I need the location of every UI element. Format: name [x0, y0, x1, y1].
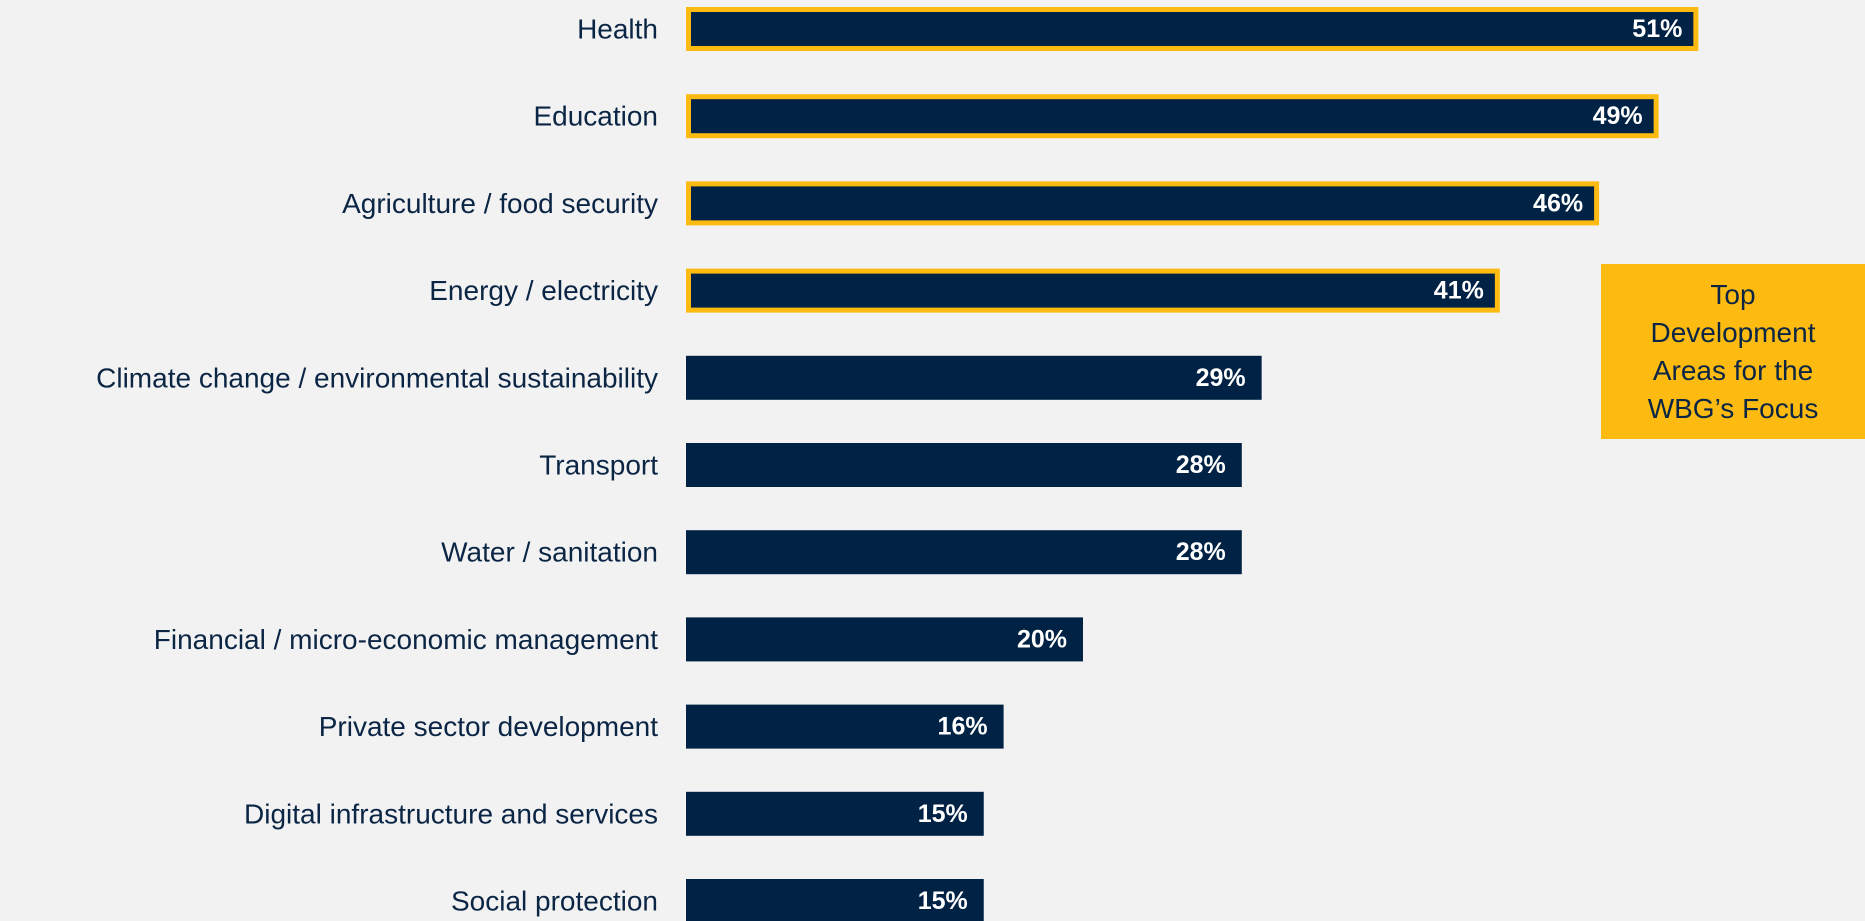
bar-group: Private sector development 16%: [319, 704, 1004, 749]
category-label: Social protection: [451, 886, 658, 917]
category-label: Health: [577, 14, 658, 45]
value-label: 15%: [918, 887, 968, 915]
value-label: 28%: [1176, 451, 1226, 479]
bar-group: Transport 28%: [539, 443, 1242, 487]
callout-line-1: Top: [1710, 278, 1756, 310]
bar: [686, 443, 1242, 487]
bar-group: Climate change / environmental sustainab…: [96, 355, 1262, 400]
bar-highlighted: [686, 181, 1600, 226]
value-label: 29%: [1196, 364, 1246, 392]
bar-group: Water / sanitation 28%: [441, 530, 1242, 575]
category-label: Education: [533, 101, 658, 132]
bar: [686, 530, 1242, 575]
category-label: Digital infrastructure and services: [244, 798, 658, 829]
bar-group: Digital infrastructure and services 15%: [244, 791, 984, 836]
callout-line-3: Areas for the: [1652, 354, 1814, 386]
category-label: Private sector development: [319, 711, 659, 742]
callout-line-2: Development: [1650, 316, 1816, 348]
category-label: Water / sanitation: [441, 537, 658, 568]
value-label: 49%: [1593, 102, 1643, 130]
bar: [686, 355, 1262, 400]
value-label: 16%: [938, 713, 988, 741]
bar: [686, 791, 984, 836]
value-label: 28%: [1176, 538, 1226, 566]
category-label: Agriculture / food security: [342, 188, 658, 219]
bar: [686, 704, 1004, 749]
category-label: Energy / electricity: [429, 275, 658, 306]
callout-text: Top Development Areas for the WBG’s Focu…: [1648, 276, 1819, 428]
top-areas-callout: Top Development Areas for the WBG’s Focu…: [1601, 264, 1865, 439]
category-label: Financial / micro-economic management: [154, 624, 658, 655]
category-label: Climate change / environmental sustainab…: [96, 362, 658, 393]
callout-line-4: WBG’s Focus: [1647, 392, 1819, 424]
category-label: Transport: [539, 450, 658, 481]
bar-group: Education 49%: [533, 94, 1659, 139]
value-label: 46%: [1533, 189, 1583, 217]
bar-group: Energy / electricity 41%: [429, 268, 1500, 313]
value-label: 51%: [1632, 15, 1682, 43]
bar-group: Social protection 15%: [451, 879, 984, 921]
bar-highlighted: [686, 7, 1699, 51]
bar-group: Financial / micro-economic management 20%: [154, 617, 1083, 662]
bar-highlighted: [686, 268, 1500, 313]
value-label: 41%: [1434, 277, 1484, 305]
value-label: 20%: [1017, 625, 1067, 653]
value-label: 15%: [918, 800, 968, 828]
bar-highlighted: [686, 94, 1659, 139]
bar: [686, 617, 1083, 662]
bar: [686, 879, 984, 921]
bar-group: Agriculture / food security 46%: [342, 181, 1600, 226]
bar-group: Health 51%: [577, 7, 1699, 51]
